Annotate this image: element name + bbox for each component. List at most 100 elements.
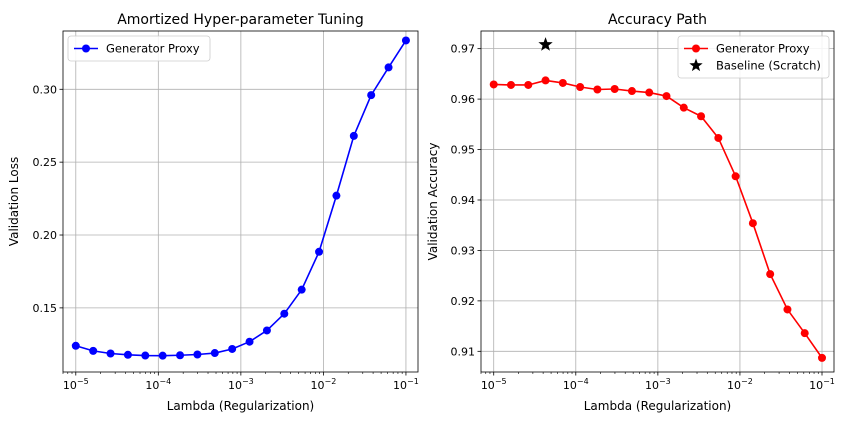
data-point (367, 91, 376, 100)
legend-marker (692, 44, 700, 53)
x-tick-label: 10−3 (228, 377, 254, 392)
data-point (176, 351, 185, 360)
data-point (123, 350, 132, 359)
x-tick-base: 10 (809, 379, 823, 392)
x-axis-label: Lambda (Regularization) (584, 399, 732, 413)
data-point (280, 309, 289, 318)
x-tick-exponent: −3 (242, 377, 254, 386)
legend-label: Generator Proxy (716, 42, 810, 56)
legend-item: Generator Proxy (74, 42, 200, 56)
x-tick-base: 10 (645, 379, 659, 392)
data-point (524, 80, 533, 89)
data-point (489, 80, 498, 89)
grid (481, 31, 834, 372)
x-tick-label: 10−5 (481, 377, 507, 392)
y-tick-label: 0.93 (451, 244, 476, 257)
data-point (349, 131, 358, 140)
chart-title: Accuracy Path (608, 12, 707, 28)
data-point (89, 346, 98, 355)
axes-frame (480, 30, 835, 373)
x-tick-base: 10 (393, 379, 407, 392)
data-point (401, 36, 410, 45)
y-tick-label: 0.15 (33, 302, 58, 315)
chart-title: Amortized Hyper-parameter Tuning (117, 12, 364, 28)
data-point (800, 329, 809, 338)
data-point (714, 133, 723, 142)
legend-label: Generator Proxy (106, 42, 200, 56)
series-generator-proxy (71, 36, 410, 360)
x-tick-exponent: −1 (823, 377, 835, 386)
grid (63, 31, 418, 372)
data-point (106, 349, 115, 358)
data-point (141, 351, 150, 360)
data-point (506, 80, 515, 89)
x-axis-label: Lambda (Regularization) (167, 399, 315, 413)
chart-panel-1: 10−5 10−4 10−3 10−2 10−10.150.200.250.30Amor… (7, 12, 419, 413)
data-point (193, 350, 202, 359)
data-point (679, 103, 688, 112)
data-point (558, 78, 567, 87)
x-tick-exponent: −4 (577, 377, 589, 386)
axes-frame (62, 30, 419, 373)
chart-panel-2: 10−5 10−4 10−3 10−2 10−10.910.920.930.940.95… (426, 12, 835, 413)
x-tick-exponent: −3 (659, 377, 671, 386)
data-point (332, 191, 341, 200)
x-tick-base: 10 (481, 379, 495, 392)
y-tick-label: 0.96 (451, 93, 476, 106)
x-tick-base: 10 (727, 379, 741, 392)
x-tick-label: 10−4 (563, 377, 589, 392)
data-point (210, 349, 219, 358)
data-point (783, 305, 792, 314)
legend-box (677, 35, 830, 79)
legend: Generator Proxy (67, 35, 211, 62)
x-tick-exponent: −2 (741, 377, 753, 386)
x-tick-label: 10−2 (727, 377, 753, 392)
legend-star-marker (689, 58, 703, 72)
data-point (245, 337, 254, 346)
data-point (627, 87, 636, 96)
x-tick-label: 10−1 (809, 377, 835, 392)
x-tick-exponent: −1 (407, 377, 419, 386)
legend-marker (82, 44, 90, 53)
y-tick-label: 0.91 (451, 345, 476, 358)
data-point (731, 172, 740, 181)
y-tick-label: 0.20 (33, 229, 58, 242)
x-tick-exponent: −2 (325, 377, 337, 386)
x-tick-label: 10−2 (311, 377, 337, 392)
data-point (315, 247, 324, 256)
x-tick-base: 10 (63, 379, 77, 392)
y-tick-label: 0.94 (451, 194, 476, 207)
legend-box (67, 35, 211, 62)
y-tick-label: 0.25 (33, 156, 58, 169)
data-point (576, 82, 585, 91)
legend-label: Baseline (Scratch) (716, 59, 821, 73)
data-point (748, 219, 757, 228)
y-tick-label: 0.95 (451, 144, 476, 157)
x-tick-exponent: −4 (159, 377, 171, 386)
data-point (158, 351, 167, 360)
data-point (384, 63, 393, 72)
data-point (766, 270, 775, 279)
y-tick-label: 0.30 (33, 83, 58, 96)
y-tick-label: 0.92 (451, 295, 476, 308)
x-tick-base: 10 (563, 379, 577, 392)
data-point (818, 353, 827, 362)
series-baseline-scratch (538, 37, 553, 51)
x-tick-exponent: −5 (495, 377, 507, 386)
data-point (541, 76, 550, 85)
x-tick-exponent: −5 (77, 377, 89, 386)
x-tick-label: 10−3 (645, 377, 671, 392)
y-tick-label: 0.97 (451, 43, 476, 56)
data-point (593, 85, 602, 94)
data-point (297, 285, 306, 294)
legend-item: Generator Proxy (684, 42, 810, 56)
y-axis-label: Validation Accuracy (426, 143, 440, 261)
legend-item: Baseline (Scratch) (689, 58, 821, 73)
x-tick-base: 10 (145, 379, 159, 392)
star-point (538, 37, 553, 51)
x-tick-base: 10 (311, 379, 325, 392)
y-axis-label: Validation Loss (7, 157, 21, 246)
data-point (610, 85, 619, 94)
data-point (697, 112, 706, 121)
